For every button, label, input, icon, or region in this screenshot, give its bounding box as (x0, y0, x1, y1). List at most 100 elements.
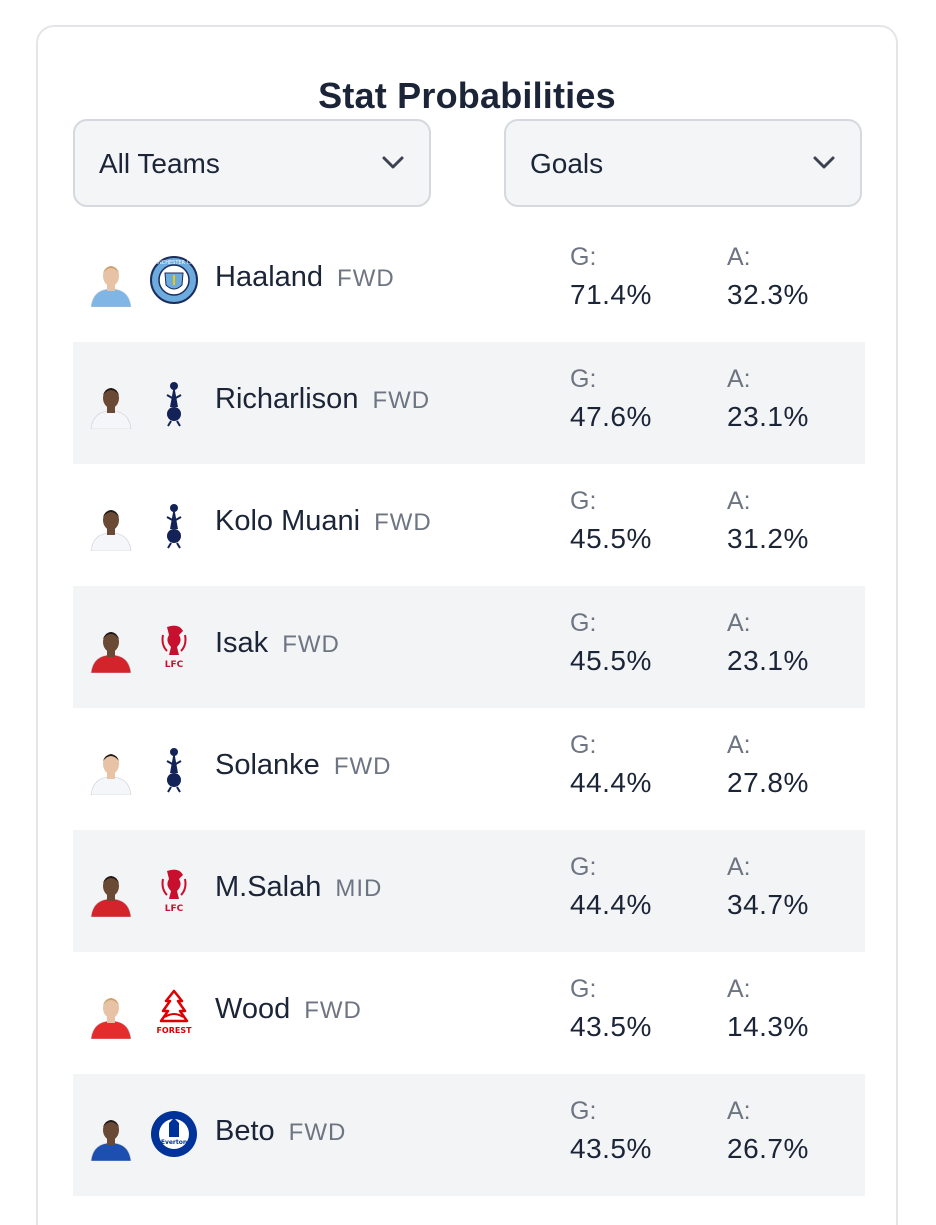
goal-label: G: (570, 975, 597, 1003)
player-avatar (87, 747, 135, 796)
player-position: FWD (337, 265, 395, 292)
page-title: Stat Probabilities (318, 75, 616, 116)
goal-probability: G: 43.5% (570, 1094, 652, 1170)
goal-label: G: (570, 1097, 597, 1125)
club-crest-icon: Everton (149, 1109, 199, 1159)
assist-label: A: (727, 853, 751, 881)
svg-text:MANCHESTER CITY: MANCHESTER CITY (150, 260, 198, 266)
assist-value: 14.3% (727, 1011, 809, 1042)
goal-value: 44.4% (570, 767, 652, 798)
chevron-down-icon (813, 156, 835, 169)
goal-probability: G: 44.4% (570, 850, 652, 926)
goal-value: 45.5% (570, 523, 652, 554)
player-position: FWD (304, 997, 362, 1024)
assist-value: 23.1% (727, 401, 809, 432)
player-position: MID (335, 875, 383, 902)
goal-value: 47.6% (570, 401, 652, 432)
player-name-text: Beto (215, 1115, 275, 1147)
player-name: Haaland FWD (215, 261, 395, 294)
assist-probability: A: 23.1% (727, 362, 809, 438)
player-name-text: Haaland (215, 261, 324, 293)
player-name: Wood FWD (215, 993, 362, 1026)
goal-probability: G: 43.5% (570, 972, 652, 1048)
stat-probabilities-card: Stat Probabilities All Teams Goals MANCH… (36, 25, 898, 1225)
svg-text:Everton: Everton (161, 1139, 187, 1146)
goal-probability: G: 71.4% (570, 240, 652, 316)
club-crest-icon (149, 743, 199, 793)
club-crest-icon (149, 499, 199, 549)
assist-value: 31.2% (727, 523, 809, 554)
player-position: FWD (374, 509, 432, 536)
player-avatar (87, 259, 135, 308)
team-filter-dropdown[interactable]: All Teams (73, 119, 431, 207)
player-name-text: Kolo Muani (215, 505, 361, 537)
assist-probability: A: 23.1% (727, 606, 809, 682)
player-position: FWD (372, 387, 431, 414)
player-avatar (87, 625, 135, 674)
player-row[interactable]: MANCHESTER CITY Haaland FWD G: 71.4% A: 3… (73, 220, 865, 342)
player-row[interactable]: LFC M.Salah MID G: 44.4% A: 34.7% (73, 830, 865, 952)
assist-label: A: (727, 1097, 751, 1125)
goal-label: G: (570, 243, 597, 271)
svg-text:LFC: LFC (165, 660, 184, 670)
assist-probability: A: 14.3% (727, 972, 809, 1048)
player-name: M.Salah MID (215, 871, 382, 904)
assist-label: A: (727, 365, 751, 393)
goal-label: G: (570, 853, 597, 881)
player-name: Beto FWD (215, 1115, 346, 1148)
player-position: FWD (288, 1119, 347, 1146)
assist-probability: A: 31.2% (727, 484, 809, 560)
assist-probability: A: 27.8% (727, 728, 809, 804)
goal-label: G: (570, 609, 597, 637)
player-row[interactable]: LFC Isak FWD G: 45.5% A: 23.1% (73, 586, 865, 708)
player-name-text: Richarlison (215, 383, 359, 415)
player-name: Richarlison FWD (215, 383, 430, 416)
goal-value: 71.4% (570, 279, 652, 310)
player-row[interactable]: Kolo Muani FWD G: 45.5% A: 31.2% (73, 464, 865, 586)
player-name: Solanke FWD (215, 749, 391, 782)
assist-value: 27.8% (727, 767, 809, 798)
player-avatar (87, 1113, 135, 1162)
player-name-text: Isak (215, 627, 269, 659)
goal-value: 45.5% (570, 645, 652, 676)
player-list: MANCHESTER CITY Haaland FWD G: 71.4% A: 3… (73, 220, 865, 1196)
team-filter-value: All Teams (99, 148, 220, 179)
stat-filter-dropdown[interactable]: Goals (504, 119, 862, 207)
assist-label: A: (727, 487, 751, 515)
player-row[interactable]: FOREST Wood FWD G: 43.5% A: 14.3% (73, 952, 865, 1074)
player-position: FWD (282, 631, 340, 658)
player-avatar (87, 381, 135, 430)
assist-value: 32.3% (727, 279, 809, 310)
club-crest-icon: LFC (149, 865, 199, 915)
svg-text:LFC: LFC (165, 904, 184, 914)
goal-probability: G: 47.6% (570, 362, 652, 438)
player-name-text: M.Salah (215, 871, 322, 903)
assist-value: 26.7% (727, 1133, 809, 1164)
player-name-text: Solanke (215, 749, 320, 781)
svg-text:FOREST: FOREST (156, 1026, 192, 1035)
assist-label: A: (727, 243, 751, 271)
assist-value: 23.1% (727, 645, 809, 676)
goal-probability: G: 45.5% (570, 606, 652, 682)
player-name: Kolo Muani FWD (215, 505, 432, 538)
player-row[interactable]: Richarlison FWD G: 47.6% A: 23.1% (73, 342, 865, 464)
player-name-text: Wood (215, 993, 291, 1025)
player-avatar (87, 869, 135, 918)
goal-probability: G: 44.4% (570, 728, 652, 804)
player-avatar (87, 503, 135, 552)
assist-probability: A: 34.7% (727, 850, 809, 926)
club-crest-icon: FOREST (149, 987, 199, 1037)
goal-label: G: (570, 365, 597, 393)
chevron-down-icon (382, 156, 404, 169)
player-row[interactable]: Solanke FWD G: 44.4% A: 27.8% (73, 708, 865, 830)
goal-label: G: (570, 487, 597, 515)
stat-filter-value: Goals (530, 148, 604, 179)
assist-label: A: (727, 609, 751, 637)
assist-label: A: (727, 975, 751, 1003)
player-row[interactable]: Everton Beto FWD G: 43.5% A: 26.7% (73, 1074, 865, 1196)
assist-label: A: (727, 731, 751, 759)
club-crest-icon (149, 377, 199, 427)
player-avatar (87, 991, 135, 1040)
assist-value: 34.7% (727, 889, 809, 920)
assist-probability: A: 32.3% (727, 240, 809, 316)
